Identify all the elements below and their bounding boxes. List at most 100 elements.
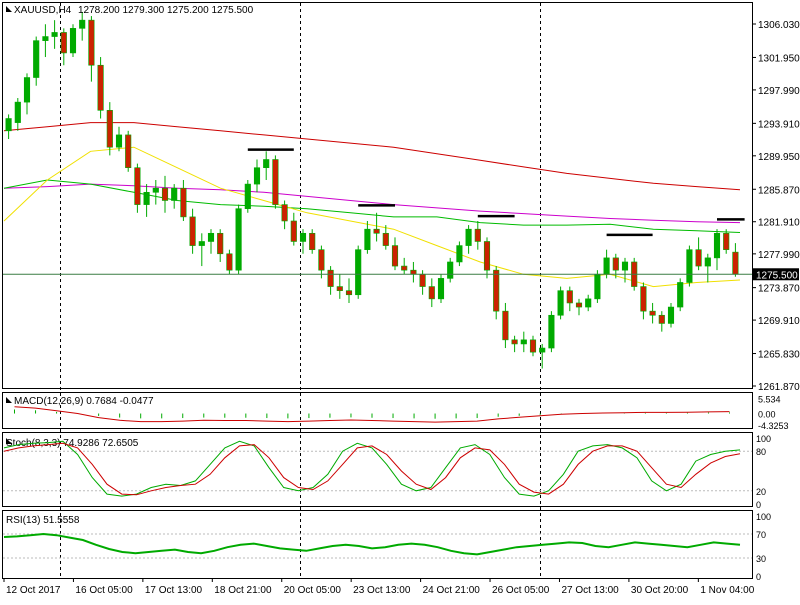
candle-body xyxy=(327,269,334,287)
moving-average-line xyxy=(3,122,741,191)
candle-body xyxy=(42,36,49,41)
macd-triangle-icon xyxy=(6,397,12,403)
candle-body xyxy=(493,269,500,312)
current-price-tag: 1275.500 xyxy=(753,268,799,281)
candle-body xyxy=(695,249,702,267)
time-tick-label: 16 Oct 05:00 xyxy=(75,585,133,596)
candle-body xyxy=(465,228,472,246)
macd-panel-frame xyxy=(2,392,753,429)
candle-body xyxy=(649,310,656,316)
candle-body xyxy=(33,40,40,78)
rsi-axis: 100 70 30 0 xyxy=(756,512,771,582)
candle-body xyxy=(345,290,353,296)
stoch-label: Stoch(8,3,3) 74.9286 72.6505 xyxy=(6,438,139,449)
candle-body xyxy=(244,183,251,209)
candle-body xyxy=(677,282,684,308)
candle-body xyxy=(594,273,601,300)
candle-body xyxy=(309,232,316,250)
stoch-tick-label: 80 xyxy=(756,447,766,457)
candle-body xyxy=(217,232,224,255)
macd-tick-label: 5.534 xyxy=(758,395,781,405)
current-price-label: 1275.500 xyxy=(756,270,798,281)
candle-body xyxy=(364,228,371,250)
candle-body xyxy=(115,134,123,148)
stoch-line xyxy=(3,442,741,496)
candle-body xyxy=(483,241,491,271)
time-tick-label: 12 Oct 2017 xyxy=(6,585,61,596)
candle-body xyxy=(79,19,86,29)
rsi-tick-label: 0 xyxy=(756,572,761,582)
candle-body xyxy=(152,187,159,193)
candle-body xyxy=(391,245,399,267)
candle-body xyxy=(161,187,169,201)
rsi-tick-label: 100 xyxy=(756,512,771,522)
symbol-triangle-icon xyxy=(6,6,12,12)
time-tick-label: 20 Oct 05:00 xyxy=(284,585,342,596)
price-tick-label: 1265.830 xyxy=(758,350,800,361)
ohlc-label: 1278.200 1279.300 1275.200 1275.500 xyxy=(78,5,254,16)
macd-signal-line xyxy=(14,406,730,423)
stoch-tick-label: 100 xyxy=(756,434,771,444)
candle-body xyxy=(585,298,592,308)
stoch-triangle-icon xyxy=(6,438,12,444)
candle-body xyxy=(539,347,546,353)
stoch-axis: 100 80 20 0 xyxy=(756,434,771,510)
candle-body xyxy=(410,269,417,275)
price-tick-label: 1281.910 xyxy=(758,218,800,229)
candle-body xyxy=(281,204,288,222)
candle-body xyxy=(437,278,445,300)
candle-body xyxy=(143,191,150,205)
price-axis: 1306.030 1301.950 1297.990 1293.910 1289.950… xyxy=(752,20,800,393)
price-tick-label: 1306.030 xyxy=(758,20,800,31)
candle-body xyxy=(704,257,711,267)
main-panel-frame xyxy=(2,2,753,389)
price-tick-label: 1269.910 xyxy=(758,316,800,327)
candle-body xyxy=(207,232,215,242)
candle-body xyxy=(575,302,583,308)
rsi-label: RSI(13) 51.5558 xyxy=(6,515,80,526)
price-tick-label: 1273.870 xyxy=(758,284,800,295)
price-tick-label: 1289.950 xyxy=(758,152,800,163)
candle-body xyxy=(401,265,408,271)
price-tick-label: 1285.870 xyxy=(758,185,800,196)
candle-body xyxy=(318,249,325,271)
candle-body xyxy=(253,167,261,185)
candle-body xyxy=(566,290,573,304)
rsi-panel: RSI(13) 51.5558 xyxy=(3,515,752,559)
price-tick-label: 1297.990 xyxy=(758,86,800,97)
candle-body xyxy=(612,257,619,271)
candle-body xyxy=(557,290,564,316)
candle-body xyxy=(226,253,233,271)
candle-body xyxy=(290,220,297,242)
candle-body xyxy=(189,216,196,246)
candle-body xyxy=(69,28,77,54)
candle-body xyxy=(520,339,527,345)
time-tick-label: 27 Oct 13:00 xyxy=(561,585,619,596)
candle-body xyxy=(419,273,426,287)
candle-body xyxy=(134,167,141,205)
rsi-tick-label: 30 xyxy=(756,554,766,564)
time-tick-label: 24 Oct 21:00 xyxy=(423,585,481,596)
candle-body xyxy=(272,159,279,205)
candle-body xyxy=(548,314,555,349)
candle-body xyxy=(732,251,739,275)
time-tick-label: 17 Oct 13:00 xyxy=(145,585,203,596)
time-tick-label: 26 Oct 05:00 xyxy=(492,585,550,596)
candle-body xyxy=(667,306,675,324)
candle-body xyxy=(14,101,21,123)
candle-body xyxy=(603,257,610,275)
moving-average-line xyxy=(3,179,741,233)
candle-body xyxy=(502,310,509,341)
rsi-tick-label: 70 xyxy=(756,530,766,540)
candle-body xyxy=(97,64,104,111)
stoch-tick-label: 20 xyxy=(756,487,766,497)
candle-body xyxy=(60,32,67,54)
stoch-panel: Stoch(8,3,3) 74.9286 72.6505 xyxy=(3,438,752,497)
candle-body xyxy=(198,241,205,246)
macd-tick-label: 0.00 xyxy=(758,410,776,420)
candle-body xyxy=(235,208,242,271)
time-tick-label: 30 Oct 20:00 xyxy=(631,585,689,596)
chart-header: XAUUSD,H4 1278.200 1279.300 1275.200 127… xyxy=(6,5,254,16)
